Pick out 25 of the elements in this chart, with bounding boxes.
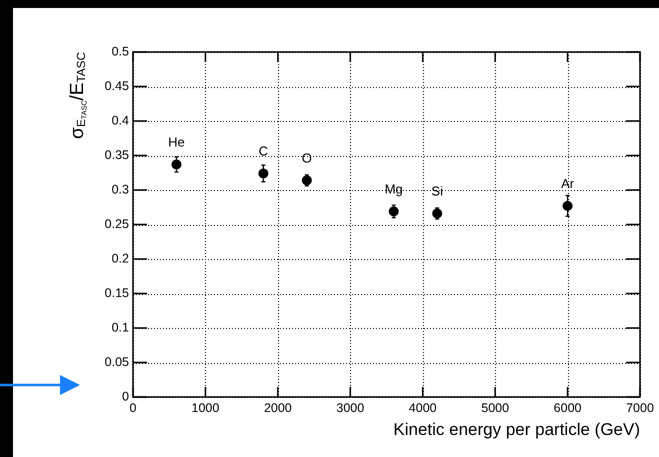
- x-tick-label: 6000: [554, 400, 582, 415]
- x-tick-label: 7000: [626, 400, 654, 415]
- annotation: Mg: [384, 181, 403, 196]
- y-tick-label: 0.2: [112, 251, 130, 266]
- y-tick-label: 0.45: [104, 78, 130, 93]
- y-tick-label: 0.25: [104, 216, 130, 231]
- x-tick-label: 2000: [264, 400, 292, 415]
- annotation: He: [168, 134, 185, 150]
- y-tick-label: 0.15: [104, 286, 130, 300]
- annotation: C: [258, 143, 268, 158]
- y-tick-label: 0.35: [104, 148, 130, 162]
- x-tick-label: 1000: [192, 400, 220, 415]
- y-tick-label: 0: [122, 389, 130, 404]
- x-tick-label: 4000: [408, 400, 437, 415]
- y-tick-label: 0.3: [112, 182, 130, 196]
- y-tick-label: 0.5: [112, 44, 130, 58]
- y-tick-label: 0.4: [112, 113, 130, 128]
- x-tick-label: 3000: [336, 400, 364, 415]
- annotation: Ar: [561, 176, 575, 191]
- y-tick-label: 0.1: [112, 320, 130, 334]
- annotation: O: [302, 150, 312, 166]
- x-tick-label: 5000: [481, 400, 510, 415]
- y-tick-label: 0.05: [104, 354, 130, 369]
- x-axis-title: Kinetic energy per particle (GeV): [393, 420, 640, 439]
- annotation: Si: [431, 183, 444, 198]
